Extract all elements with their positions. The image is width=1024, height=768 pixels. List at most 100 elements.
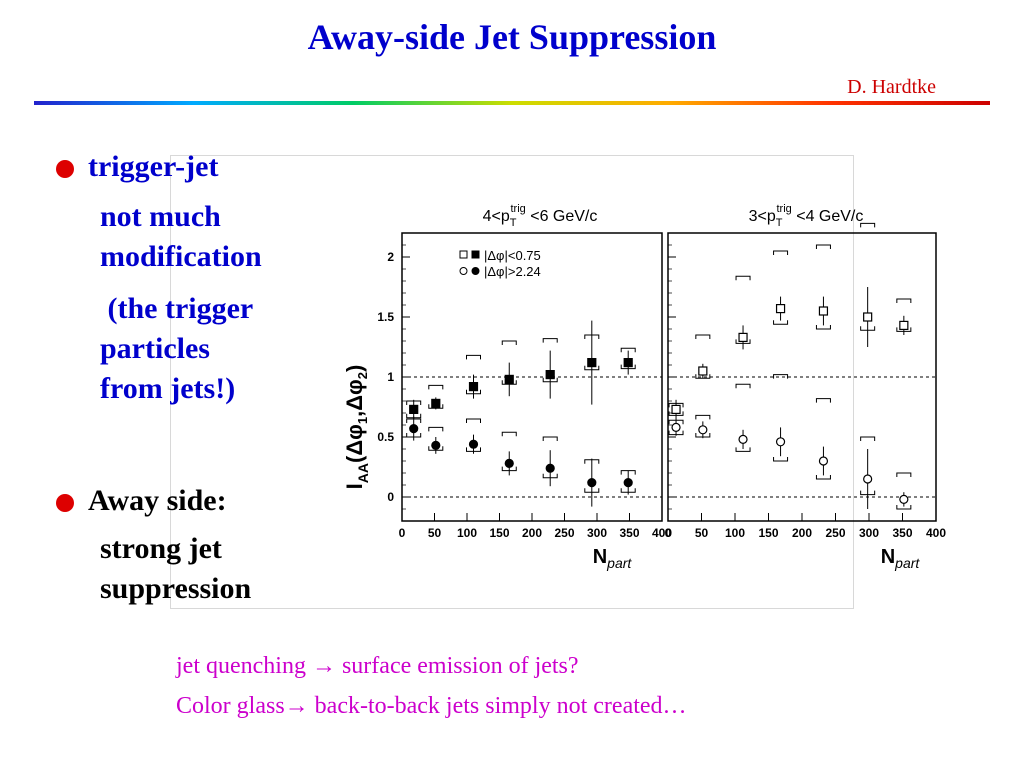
footer-line-1: jet quenching → surface emission of jets… <box>176 653 579 679</box>
data-point <box>863 312 873 322</box>
x-tick-label: 200 <box>522 526 542 540</box>
systematic-bracket-upper <box>773 374 789 379</box>
data-point <box>587 478 597 488</box>
systematic-bracket-upper <box>542 338 558 343</box>
x-axis-label-left: Npart <box>593 546 633 571</box>
systematic-bracket-lower <box>668 430 684 436</box>
bullet-heading-trigger-jet: trigger-jet <box>88 150 219 183</box>
data-point <box>623 478 633 488</box>
data-point <box>409 424 419 434</box>
data-point <box>468 382 479 392</box>
figure-frame <box>170 155 854 609</box>
x-tick-label: 150 <box>489 526 509 540</box>
systematic-bracket-upper <box>668 402 684 408</box>
data-point <box>409 404 419 414</box>
systematic-bracket-upper <box>501 340 517 345</box>
bullet-dot-icon <box>56 494 74 512</box>
systematic-bracket-lower <box>620 488 636 493</box>
data-point <box>818 306 829 316</box>
x-tick-label: 300 <box>587 526 607 540</box>
systematic-bracket-upper <box>428 384 444 390</box>
systematic-bracket-upper <box>695 334 711 339</box>
systematic-bracket-lower <box>735 339 751 344</box>
systematic-bracket-lower <box>815 325 831 330</box>
data-point <box>899 320 909 331</box>
x-tick-label: 50 <box>695 526 709 540</box>
systematic-bracket-lower <box>896 505 912 510</box>
x-tick-label: 250 <box>554 526 574 540</box>
svg-text:IAA(Δφ1,Δφ2): IAA(Δφ1,Δφ2) <box>342 365 371 490</box>
slide-title: Away-side Jet Suppression <box>307 17 717 57</box>
panel-title-left: 4<pTtrig <6 GeV/c <box>483 203 598 229</box>
data-point <box>818 456 829 466</box>
systematic-bracket-upper <box>620 470 636 475</box>
systematic-bracket-upper <box>466 418 481 423</box>
systematic-bracket-lower <box>542 377 558 383</box>
y-tick-label: 1 <box>387 370 394 384</box>
systematic-bracket-upper <box>773 250 789 255</box>
y-tick-label: 0.5 <box>377 430 394 444</box>
systematic-bracket-upper <box>735 275 751 281</box>
bullet-line: modification <box>100 240 262 273</box>
systematic-bracket-lower <box>620 364 636 370</box>
systematic-bracket-upper <box>896 298 912 303</box>
systematic-bracket-upper <box>896 472 912 477</box>
y-axis-label: IAA(Δφ1,Δφ2) <box>342 365 371 490</box>
systematic-bracket-upper <box>584 334 600 339</box>
data-point <box>671 404 681 414</box>
footer-notes: jet quenching → surface emission of jets… <box>176 646 687 726</box>
systematic-bracket-lower <box>584 365 600 371</box>
systematic-bracket-upper <box>668 419 684 425</box>
x-tick-label: 400 <box>652 526 672 540</box>
systematic-bracket-upper <box>428 426 444 432</box>
x-tick-label: 0 <box>399 526 406 540</box>
systematic-bracket-lower <box>466 389 481 395</box>
x-tick-label: 100 <box>457 526 477 540</box>
systematic-bracket-lower <box>584 488 600 493</box>
x-tick-label: 300 <box>859 526 879 540</box>
bullet-dot-icon <box>56 160 74 178</box>
data-point <box>504 458 514 468</box>
data-point <box>775 303 786 314</box>
bullet-line: from jets!) <box>100 372 236 405</box>
legend-marker-filled <box>471 250 480 259</box>
x-tick-label: 400 <box>926 526 946 540</box>
systematic-bracket-lower <box>406 433 422 438</box>
systematic-bracket-lower <box>735 447 751 452</box>
systematic-bracket-lower <box>501 466 517 472</box>
bullet-line: strong jet <box>100 532 222 565</box>
legend-marker-open <box>459 267 468 275</box>
panel-title-right: 3<pTtrig <4 GeV/c <box>749 203 864 229</box>
iaa-chart: IAA(Δφ1,Δφ2) 4<pTtrig <6 GeV/c 3<pTtrig … <box>342 203 946 571</box>
y-tick-label: 2 <box>387 250 394 264</box>
data-point <box>587 358 597 368</box>
systematic-bracket-upper <box>735 383 751 389</box>
x-tick-label: 50 <box>428 526 442 540</box>
systematic-bracket-lower <box>896 327 912 332</box>
data-point <box>738 332 748 342</box>
systematic-bracket-upper <box>815 398 831 403</box>
bullet-line: suppression <box>100 572 252 605</box>
data-point <box>775 437 786 447</box>
x-tick-label: 350 <box>892 526 912 540</box>
title-divider <box>34 101 990 105</box>
systematic-bracket-upper <box>860 436 876 441</box>
x-tick-label: 100 <box>725 526 745 540</box>
y-tick-label: 0 <box>387 490 394 504</box>
x-tick-label: 150 <box>758 526 778 540</box>
data-point <box>504 374 514 384</box>
data-point <box>545 463 555 473</box>
systematic-bracket-upper <box>542 436 558 441</box>
x-tick-label: 0 <box>665 526 672 540</box>
systematic-bracket-lower <box>428 404 444 409</box>
systematic-bracket-lower <box>695 433 711 438</box>
systematic-bracket-lower <box>668 411 684 416</box>
bullet-line: particles <box>100 332 210 365</box>
systematic-bracket-lower <box>773 457 789 462</box>
systematic-bracket-upper <box>466 354 481 360</box>
data-point <box>738 434 748 444</box>
systematic-bracket-upper <box>584 459 600 464</box>
systematic-bracket-lower <box>773 320 789 325</box>
systematic-bracket-lower <box>428 446 444 451</box>
data-point <box>671 422 681 432</box>
